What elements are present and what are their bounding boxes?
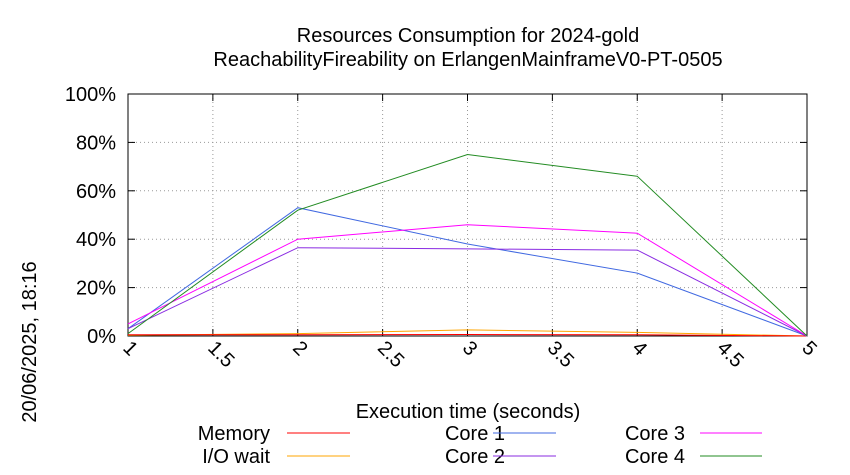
x-tick-label: 4.5 <box>713 337 748 372</box>
x-tick-label: 3.5 <box>543 337 578 372</box>
x-tick-label: 3 <box>458 337 481 360</box>
chart-title-line1: Resources Consumption for 2024-gold <box>297 25 639 47</box>
plot-frame <box>127 93 808 337</box>
series-line-core-1 <box>127 207 808 337</box>
series-line-core-3 <box>127 224 808 337</box>
legend-label-memory: Memory <box>198 423 270 445</box>
x-tick-label: 1.5 <box>203 337 238 372</box>
legend-label-core-4: Core 4 <box>625 446 685 468</box>
y-tick-label: 40% <box>76 229 116 251</box>
series-line-core-2 <box>127 247 808 337</box>
y-tick-label: 20% <box>76 278 116 300</box>
x-tick-label: 1 <box>118 337 141 360</box>
y-tick-labels: 0% 20% 40% 60% 80% 100% <box>65 84 807 348</box>
x-tick-label: 2.5 <box>373 337 408 372</box>
x-tick-label: 4 <box>628 337 651 360</box>
series-lines <box>127 153 808 337</box>
y-tick-label: 100% <box>65 84 116 106</box>
x-tick-label: 5 <box>797 337 820 360</box>
grid-lines <box>128 94 807 336</box>
chart-title-line2: ReachabilityFireability on ErlangenMainf… <box>213 49 722 71</box>
x-axis-label: Execution time (seconds) <box>356 401 581 423</box>
y-tick-label: 0% <box>87 326 116 348</box>
legend-label-i-o-wait: I/O wait <box>202 446 270 468</box>
x-tick-label: 2 <box>288 337 311 360</box>
legend-label-core-1: Core 1 <box>445 423 505 445</box>
series-line-i-o-wait <box>127 329 808 337</box>
series-line-memory <box>128 333 808 337</box>
y-tick-label: 60% <box>76 181 116 203</box>
timestamp-label: 20/06/2025, 18:16 <box>19 261 41 422</box>
legend-label-core-3: Core 3 <box>625 423 685 445</box>
y-tick-label: 80% <box>76 132 116 154</box>
series-line-core-4 <box>127 153 808 337</box>
legend-label-core-2: Core 2 <box>445 446 505 468</box>
x-tick-labels: 1 1.5 2 2.5 3 3.5 4 4.5 5 <box>118 94 821 372</box>
